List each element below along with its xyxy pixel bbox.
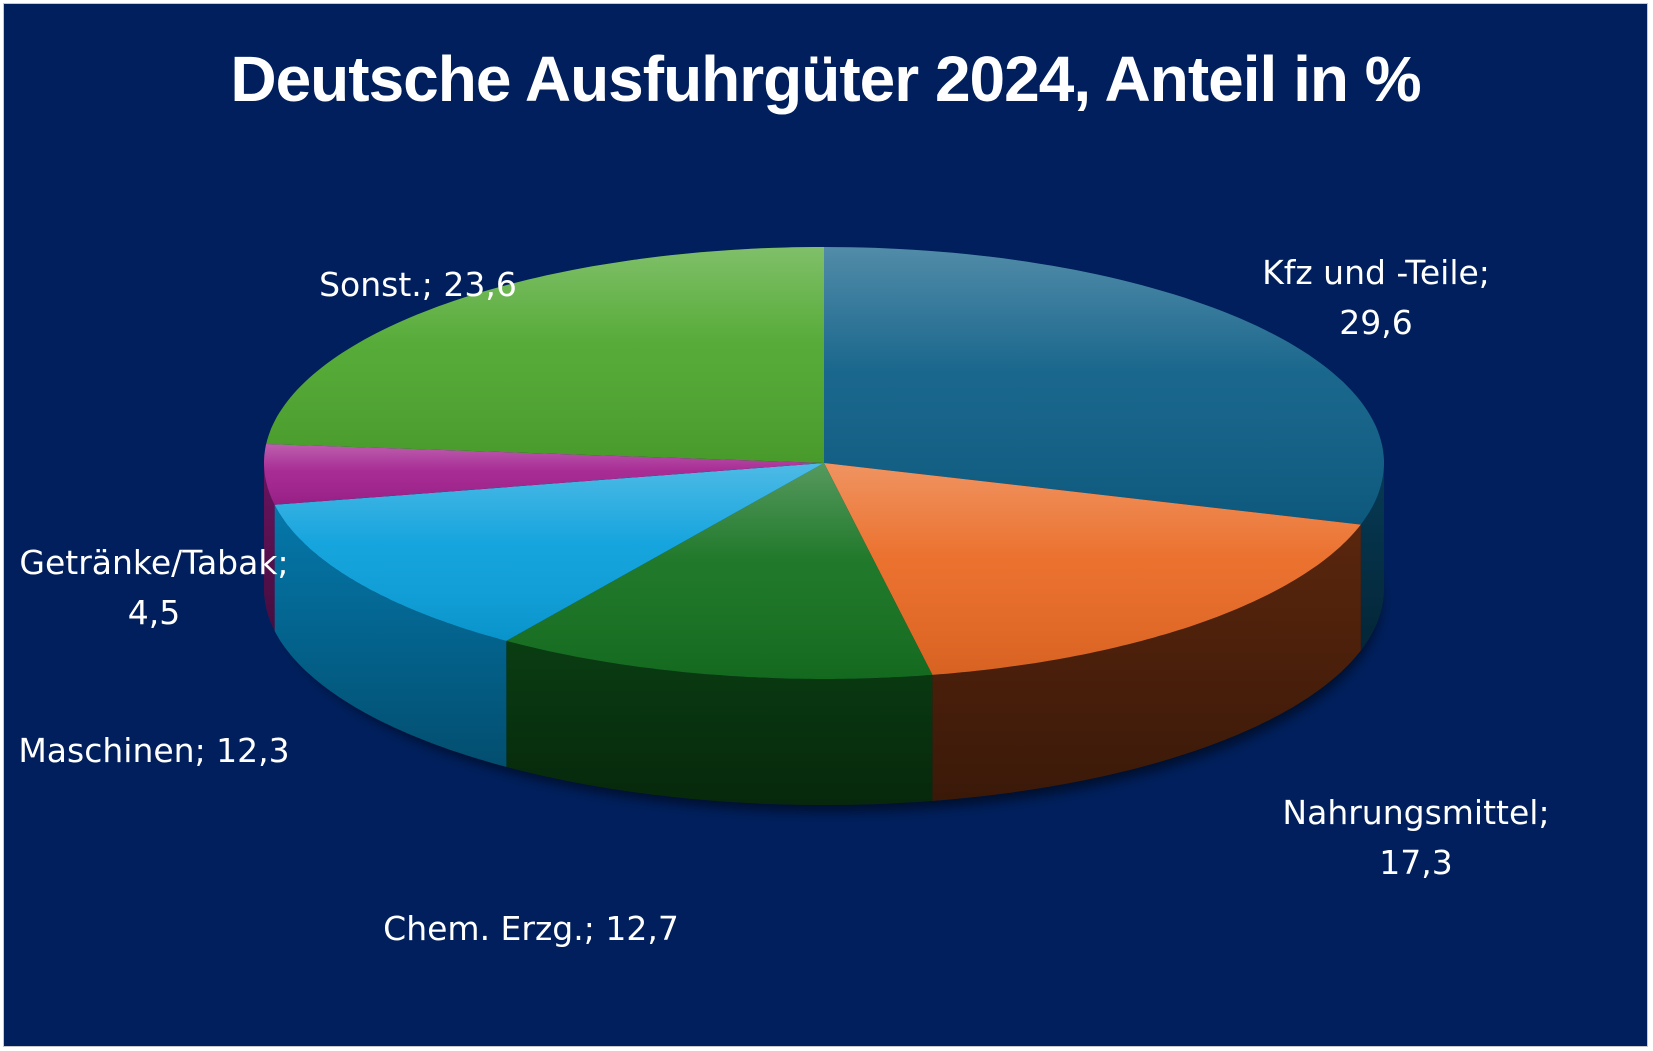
data-label-kfz-und-teile: Kfz und -Teile; 29,6 [1262,253,1490,342]
side-shade-chem-erzg [506,640,933,805]
side-shade-maschinen [274,504,507,767]
data-label-line: Sonst.; 23,6 [319,265,517,304]
slice-shine-maschinen [274,463,825,641]
data-label-line: Getränke/Tabak; [19,543,288,582]
data-label-nahrungsmittel: Nahrungsmittel; 17,3 [1282,793,1549,882]
data-label-line: Kfz und -Teile; [1262,253,1490,292]
chart-title: Deutsche Ausfuhrgüter 2024, Anteil in % [230,43,1421,115]
data-label-line: Maschinen; 12,3 [18,731,289,770]
slice-shine-nahrungsmittel [824,463,1361,675]
data-label-line: Nahrungsmittel; [1282,793,1549,832]
side-shade-nahrungsmittel [932,524,1361,801]
data-label-line: 29,6 [1339,303,1412,342]
data-label-sonst: Sonst.; 23,6 [319,265,517,304]
pie-chart: Kfz und -Teile; 29,6 Nahrungsmittel; 17,3 Ch… [18,247,1550,948]
data-label-line: 17,3 [1379,843,1452,882]
slice-shine-getr-nke-tabak [264,444,824,505]
data-label-maschinen: Maschinen; 12,3 [18,731,289,770]
data-label-line: Chem. Erzg.; 12,7 [383,909,679,948]
data-label-line: 4,5 [128,593,180,632]
slice-shine-sonst [266,247,824,463]
slice-shine-chem-erzg [506,463,933,679]
side-shade-kfz-und-teile [1360,463,1384,651]
data-label-getr-nke-tabak: Getränke/Tabak; 4,5 [19,543,288,632]
slice-shine-kfz-und-teile [824,247,1384,525]
side-shade-getr-nke-tabak [264,463,275,631]
chart-area: Deutsche Ausfuhrgüter 2024, Anteil in % … [3,3,1648,1047]
data-label-chem-erzg: Chem. Erzg.; 12,7 [383,909,679,948]
